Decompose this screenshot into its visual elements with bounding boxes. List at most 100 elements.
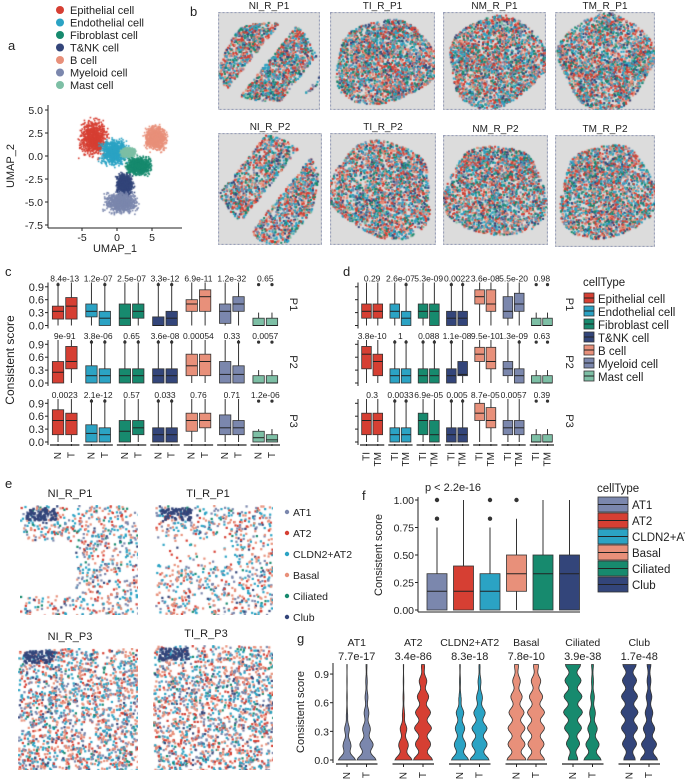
x-tick-label: -5 xyxy=(77,232,86,244)
y-tick-label: 1.00 xyxy=(394,495,415,507)
spatial-plot xyxy=(555,12,655,110)
box xyxy=(85,303,98,318)
box xyxy=(185,353,198,377)
outlier-point xyxy=(534,283,538,287)
outlier-point xyxy=(89,399,94,403)
violin xyxy=(356,664,377,761)
outlier-point xyxy=(270,340,274,344)
y-tick-label: 0.6 xyxy=(29,411,44,423)
box xyxy=(485,346,497,370)
box xyxy=(485,407,497,429)
box xyxy=(219,414,232,436)
legend-marker xyxy=(56,43,64,52)
p-value-label: 8.7e-05 xyxy=(471,390,500,400)
legend-label: Basal xyxy=(293,570,319,582)
violin-title: AT2 xyxy=(404,637,423,649)
strip-label: P1 xyxy=(287,298,299,311)
panel-label: d xyxy=(343,264,350,279)
box xyxy=(265,317,279,326)
x-tick-label: TM xyxy=(373,452,384,466)
legend-marker xyxy=(284,509,290,515)
p-value-label: 0.63 xyxy=(534,331,551,341)
x-tick-label: N xyxy=(342,772,353,779)
box xyxy=(479,573,501,611)
outlier-point xyxy=(257,283,261,287)
y-axis-label: Consistent score xyxy=(3,315,17,405)
y-tick-label: 0.3 xyxy=(29,308,44,320)
outlier-point xyxy=(393,399,397,403)
spatial-plot xyxy=(555,135,655,247)
x-tick-label: N xyxy=(625,772,636,779)
spatial-title: NI_R_P1 xyxy=(249,1,290,12)
outlier-point xyxy=(136,340,140,344)
legend-label: CLDN2+AT2 xyxy=(632,532,685,544)
x-tick-label: TI xyxy=(503,452,514,461)
spatial-title: NI_R_P1 xyxy=(48,488,93,500)
box xyxy=(453,565,474,611)
box xyxy=(502,296,514,319)
legend-label: AT2 xyxy=(632,516,652,528)
p-value-label: 0.57 xyxy=(123,390,140,400)
p-value-label: 0.0022 xyxy=(444,274,470,284)
outlier-point xyxy=(89,340,94,344)
spatial-title: TI_R_P2 xyxy=(363,122,403,133)
box xyxy=(152,316,165,326)
p-value-label: 0.39 xyxy=(534,390,551,400)
violin xyxy=(583,664,602,761)
legend-marker xyxy=(56,18,64,27)
box xyxy=(542,434,553,443)
x-tick-label: TI xyxy=(446,452,457,461)
outlier-point xyxy=(404,340,408,344)
p-value-label: 3.6e-08 xyxy=(151,331,180,341)
panel-label: a xyxy=(8,38,16,53)
outlier-point xyxy=(461,399,465,403)
box xyxy=(429,420,440,443)
legend-label: T&NK cell xyxy=(70,43,119,55)
y-tick-label: -7.5 xyxy=(25,220,43,232)
panel-label: c xyxy=(5,264,12,279)
box xyxy=(65,346,78,370)
p-value-label: 9.5e-10 xyxy=(471,331,500,341)
box xyxy=(185,299,198,312)
y-tick-label: 0.00 xyxy=(394,605,415,617)
box xyxy=(417,412,429,436)
box xyxy=(219,303,232,324)
y-tick-label: 0.0 xyxy=(29,378,44,390)
p-value-label: 0.005 xyxy=(446,390,468,400)
p-value-label: 3.4e-86 xyxy=(395,651,432,663)
box xyxy=(474,402,485,421)
outlier-point xyxy=(487,497,493,503)
legend-label: Mast cell xyxy=(598,372,643,384)
legend-marker xyxy=(56,6,64,14)
panel-label: g xyxy=(297,631,304,646)
spatial-title: NM_R_P1 xyxy=(471,1,518,12)
legend-label: B cell xyxy=(598,346,626,358)
p-value-label: 1.7e-48 xyxy=(621,651,658,663)
y-tick-label: 0.9 xyxy=(29,398,44,410)
box xyxy=(265,434,279,443)
x-tick-label: T xyxy=(133,452,144,458)
x-tick-label: T xyxy=(588,772,599,778)
p-value-label: 0.033 xyxy=(154,390,176,400)
x-tick-label: T xyxy=(644,772,655,778)
y-tick-label: 0.3 xyxy=(314,726,329,738)
legend-label: Myeloid cell xyxy=(598,359,658,371)
violin-title: CLDN2+AT2 xyxy=(440,637,499,649)
box xyxy=(530,317,542,326)
x-tick-label: N xyxy=(187,452,198,459)
outlier-point xyxy=(517,340,521,344)
outlier-point xyxy=(123,340,127,344)
outlier-point xyxy=(103,340,107,344)
p-value-label: 3.8e-06 xyxy=(84,331,113,341)
legend-marker xyxy=(284,572,290,578)
y-tick-label: 0.50 xyxy=(394,550,415,562)
violin-title: Basal xyxy=(513,637,539,649)
spatial-title: NI_R_P3 xyxy=(48,631,93,643)
outlier-point xyxy=(434,516,440,521)
outlier-point xyxy=(545,399,550,403)
x-tick-label: 5 xyxy=(149,232,155,244)
y-tick-label: 0.0 xyxy=(29,321,44,333)
p-value-label: 0.76 xyxy=(190,390,207,400)
p-value-label: 0.00054 xyxy=(183,331,214,341)
outlier-point xyxy=(170,283,174,287)
